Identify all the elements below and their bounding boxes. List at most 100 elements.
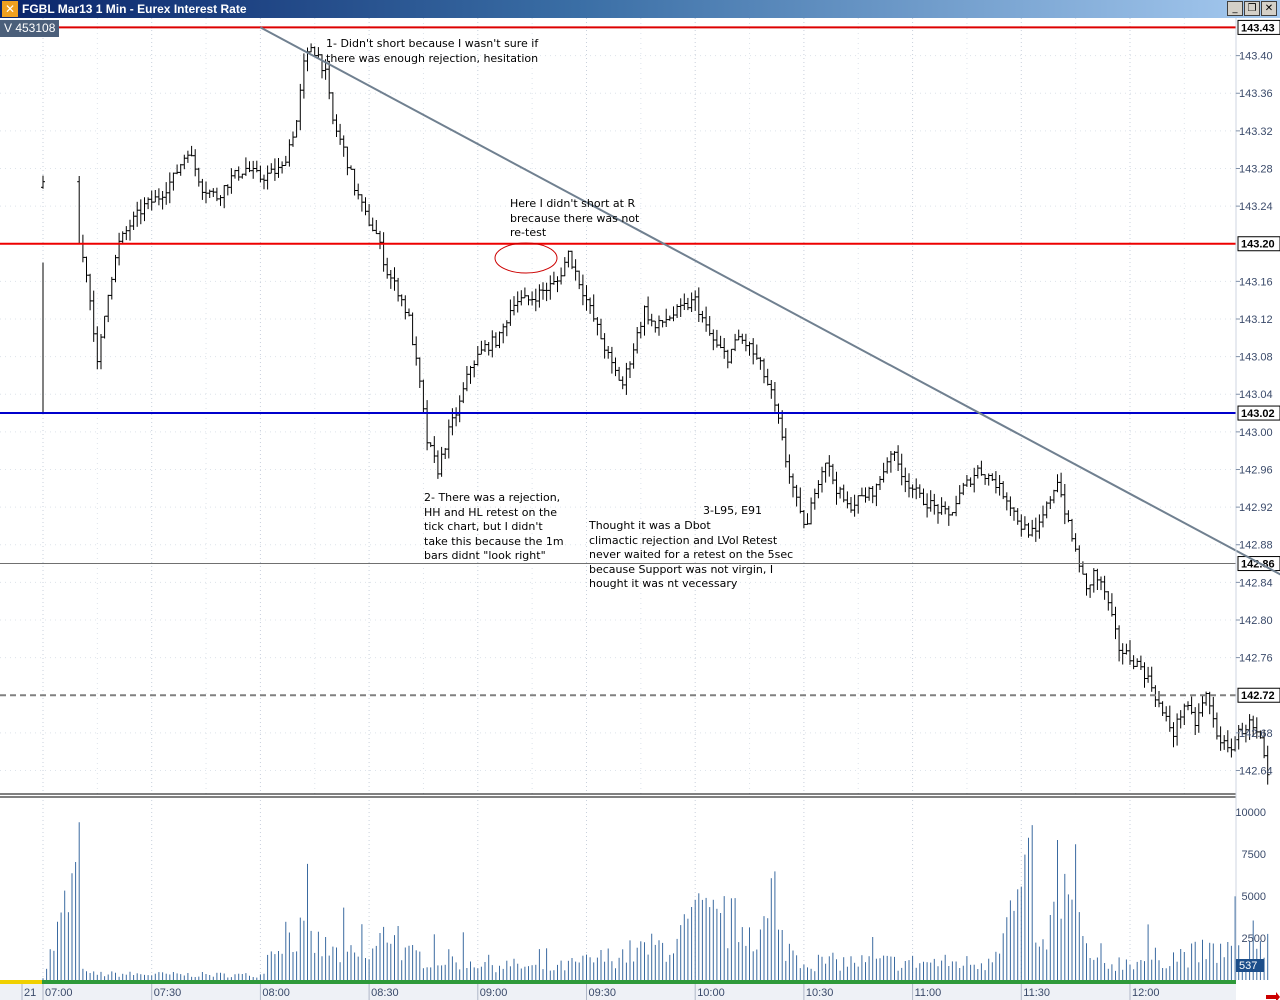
volume-last-box (1236, 959, 1264, 972)
price-bar-236 (896, 445, 901, 471)
price-bar-155 (602, 333, 607, 359)
time-tick-3: 08:00 (262, 987, 290, 999)
price-bar-219 (834, 471, 839, 505)
price-bar-140 (548, 275, 553, 300)
price-bar-187 (718, 335, 723, 349)
price-bar-202 (772, 382, 777, 412)
price-bar-194 (743, 333, 748, 352)
price-bar-43 (196, 167, 201, 187)
annotation-3: 2- There was a rejection, HH and HL rete… (424, 491, 564, 562)
price-bar-132 (519, 290, 524, 306)
price-bar-85 (349, 165, 353, 170)
price-bar-102 (410, 312, 415, 346)
price-bar-68 (287, 139, 292, 167)
price-bar-147 (573, 259, 578, 281)
volume-last-value: 537 (1239, 960, 1257, 972)
price-bar-218 (830, 463, 835, 485)
price-bar-274 (1033, 517, 1038, 542)
close-icon[interactable]: ✕ (1261, 1, 1277, 16)
price-bar-271 (1022, 516, 1027, 530)
price-bar-72 (301, 53, 306, 99)
annotation-1: 1- Didn't short because I wasn't sure if… (326, 37, 539, 65)
level-label-2: 143.02 (1241, 408, 1275, 420)
price-bar-267 (1008, 496, 1013, 516)
price-bar-185 (711, 329, 716, 351)
volume-tick-3: 2500 (1242, 933, 1266, 945)
price-bar-15 (95, 326, 100, 370)
price-bar-57 (247, 161, 252, 173)
price-bar-10 (77, 176, 82, 245)
price-bar-35 (167, 172, 172, 204)
session-bar-pre (0, 980, 42, 984)
price-bar-277 (1044, 501, 1049, 519)
price-bar-21 (117, 232, 122, 266)
price-bar-189 (725, 349, 730, 369)
time-tick-1: 07:00 (45, 987, 73, 999)
price-bar-246 (932, 493, 937, 515)
price-bar-157 (609, 346, 614, 374)
price-bar-137 (537, 284, 542, 308)
price-bar-114 (454, 407, 459, 427)
price-bar-215 (820, 466, 824, 493)
price-bar-222 (845, 491, 850, 509)
price-bar-121 (479, 340, 484, 355)
price-bar-131 (515, 291, 520, 313)
price-bar-244 (925, 493, 930, 518)
price-bar-225 (856, 495, 861, 514)
chart-grid (0, 18, 1236, 980)
price-bar-151 (588, 297, 593, 314)
volume-tick-1: 7500 (1242, 849, 1266, 861)
price-bar-16 (99, 334, 103, 370)
price-bar-98 (396, 277, 401, 302)
price-bar-273 (1030, 519, 1035, 537)
price-bar-80 (330, 92, 335, 125)
price-bar-227 (863, 487, 868, 503)
price-bar-97 (392, 267, 397, 291)
price-bar-289 (1088, 584, 1093, 598)
price-bar-221 (841, 484, 846, 503)
price-bar-308 (1157, 691, 1161, 708)
price-bar-31 (153, 190, 158, 203)
price-bar-266 (1004, 492, 1009, 511)
price-bar-281 (1059, 472, 1064, 498)
price-tick-13: 142.84 (1239, 577, 1273, 589)
level-label-box-4 (1237, 687, 1280, 703)
price-bar-148 (577, 270, 582, 290)
price-tick-12: 142.88 (1239, 540, 1273, 552)
price-bar-100 (403, 295, 408, 320)
window-titlebar[interactable]: ✕ FGBL Mar13 1 Min - Eurex Interest Rate… (0, 0, 1280, 18)
price-bar-136 (533, 288, 538, 312)
level-label-0: 143.43 (1241, 22, 1275, 34)
restore-icon[interactable]: ❐ (1244, 1, 1260, 16)
price-bar-321 (1204, 691, 1209, 706)
price-bar-92 (374, 220, 379, 235)
price-bar-248 (939, 497, 944, 515)
scroll-right-arrow-icon[interactable] (1266, 992, 1280, 1000)
price-bar-283 (1066, 510, 1071, 523)
price-bar-197 (754, 344, 759, 360)
price-bar-249 (943, 501, 948, 515)
price-bar-207 (791, 473, 795, 498)
price-bar-81 (334, 114, 339, 137)
price-bar-211 (805, 513, 810, 525)
price-bar-163 (631, 343, 636, 369)
price-bar-241 (914, 478, 919, 500)
price-bar-111 (443, 448, 448, 459)
window-title: FGBL Mar13 1 Min - Eurex Interest Rate (22, 2, 247, 16)
price-bar-124 (490, 330, 495, 358)
price-bar-26 (135, 201, 140, 227)
price-bar-29 (146, 197, 151, 210)
price-bar-30 (149, 190, 154, 211)
price-bar-49 (218, 195, 223, 206)
price-bar-14 (91, 290, 96, 342)
price-bar-58 (251, 160, 256, 179)
price-bar-104 (417, 357, 422, 388)
level-label-4: 142.72 (1241, 690, 1275, 702)
price-bar-135 (530, 291, 535, 306)
price-bar-125 (493, 332, 498, 348)
minimize-icon[interactable]: _ (1227, 1, 1243, 16)
price-bar-126 (497, 331, 502, 349)
price-bar-295 (1109, 593, 1114, 617)
price-bar-264 (997, 475, 1002, 496)
